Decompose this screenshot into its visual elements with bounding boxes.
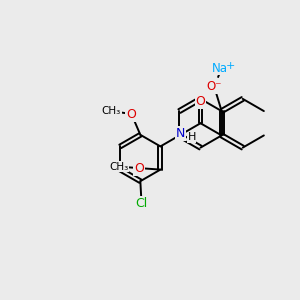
Text: H: H — [188, 132, 196, 142]
Text: CH₃: CH₃ — [102, 106, 121, 116]
Text: Cl: Cl — [135, 197, 148, 210]
Text: CH₃: CH₃ — [109, 162, 128, 172]
Text: +: + — [226, 61, 235, 71]
Text: O: O — [134, 162, 144, 175]
Text: N: N — [176, 127, 185, 140]
Text: O: O — [127, 107, 136, 121]
Text: Na: Na — [212, 62, 228, 75]
Text: O⁻: O⁻ — [206, 80, 222, 93]
Text: O: O — [196, 95, 206, 108]
